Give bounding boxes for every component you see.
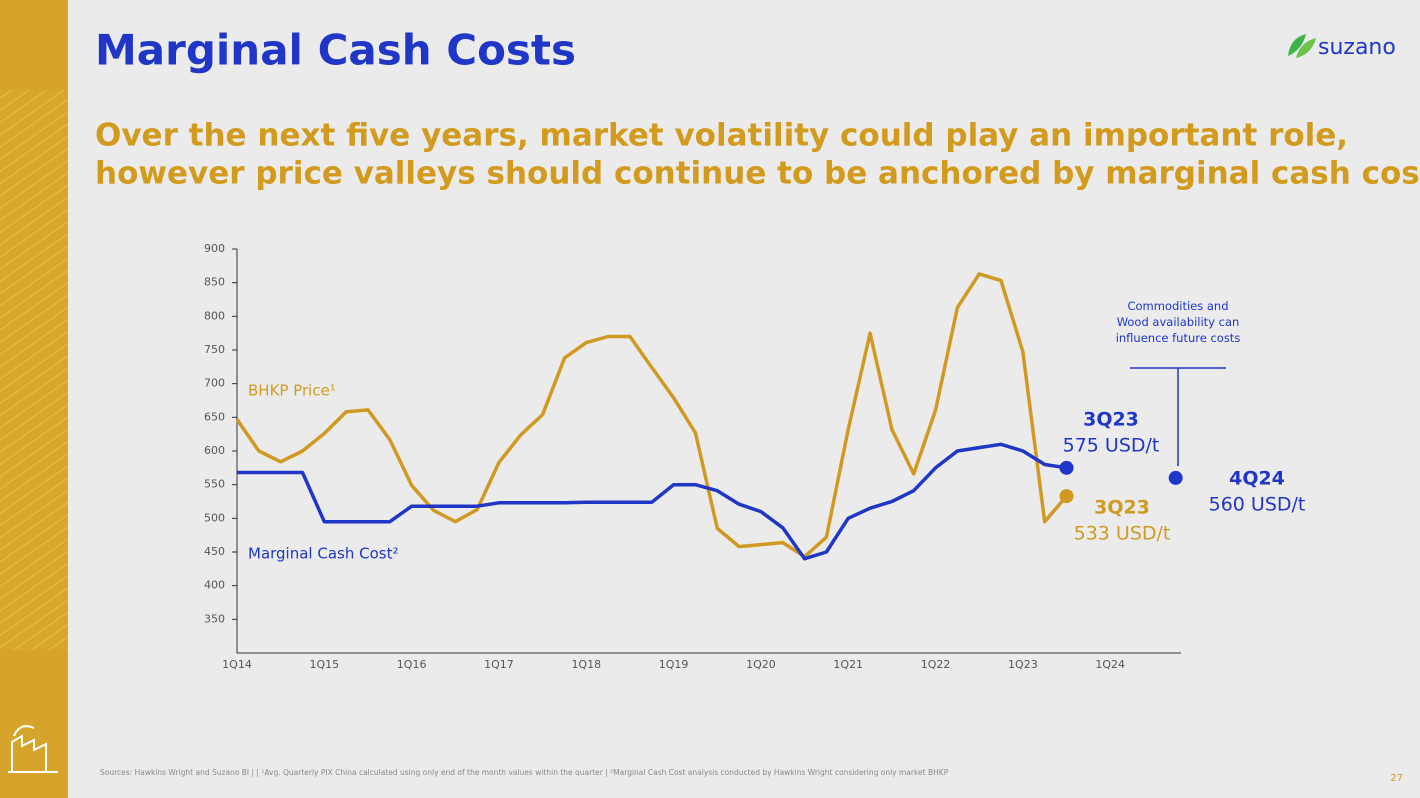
value-label: 575 USD/t bbox=[1063, 435, 1160, 457]
x-tick-label: 1Q24 bbox=[1095, 658, 1125, 671]
y-tick-label: 450 bbox=[204, 545, 225, 558]
page-number: 27 bbox=[1390, 773, 1403, 784]
side-pattern bbox=[0, 90, 68, 650]
note-bracket bbox=[1130, 367, 1226, 466]
note: Commodities and Wood availability can in… bbox=[1115, 299, 1241, 345]
point-period: 3Q23 bbox=[1094, 497, 1150, 519]
x-tick-label: 1Q17 bbox=[484, 658, 514, 671]
factory-icon bbox=[8, 725, 58, 773]
subtitle-line: however price valleys should continue to… bbox=[95, 156, 1420, 192]
x-tick-label: 1Q23 bbox=[1008, 658, 1038, 671]
point-period: 3Q23 bbox=[1083, 409, 1139, 431]
x-tick-label: 1Q16 bbox=[397, 658, 427, 671]
slide-title: Marginal Cash Costs bbox=[95, 26, 576, 75]
y-tick-label: 750 bbox=[204, 343, 225, 356]
y-tick-label: 500 bbox=[204, 511, 225, 524]
logo: suzano bbox=[1288, 34, 1396, 60]
series-line bbox=[235, 272, 1068, 559]
y-tick-label: 650 bbox=[204, 410, 225, 423]
y-tick-label: 900 bbox=[204, 242, 225, 255]
value-label: 560 USD/t bbox=[1209, 494, 1306, 516]
series-label: BHKP Price¹ bbox=[248, 382, 336, 400]
footnote: Sources: Hawkins Wright and Suzano BI | … bbox=[100, 768, 949, 777]
y-tick-label: 600 bbox=[204, 444, 225, 457]
y-tick-label: 400 bbox=[204, 579, 225, 592]
y-tick-label: 850 bbox=[204, 276, 225, 289]
x-tick-label: 1Q18 bbox=[571, 658, 601, 671]
point-period: 4Q24 bbox=[1229, 468, 1285, 490]
x-tick-label: 1Q22 bbox=[921, 658, 951, 671]
x-tick-label: 1Q14 bbox=[222, 658, 252, 671]
y-tick-label: 550 bbox=[204, 478, 225, 491]
logo-text: suzano bbox=[1318, 35, 1396, 60]
end-marker bbox=[1059, 489, 1074, 504]
value-label: 533 USD/t bbox=[1074, 523, 1171, 545]
end-marker bbox=[1059, 460, 1074, 475]
x-tick-label: 1Q15 bbox=[309, 658, 339, 671]
x-tick-label: 1Q19 bbox=[659, 658, 689, 671]
series-line bbox=[237, 442, 1067, 561]
x-tick-label: 1Q20 bbox=[746, 658, 776, 671]
end-marker bbox=[1168, 470, 1183, 485]
y-tick-label: 800 bbox=[204, 309, 225, 322]
y-tick-label: 700 bbox=[204, 377, 225, 390]
series-label: Marginal Cash Cost² bbox=[248, 545, 398, 563]
y-tick-label: 350 bbox=[204, 612, 225, 625]
x-tick-label: 1Q21 bbox=[833, 658, 863, 671]
subtitle-line: Over the next five years, market volatil… bbox=[95, 118, 1348, 154]
